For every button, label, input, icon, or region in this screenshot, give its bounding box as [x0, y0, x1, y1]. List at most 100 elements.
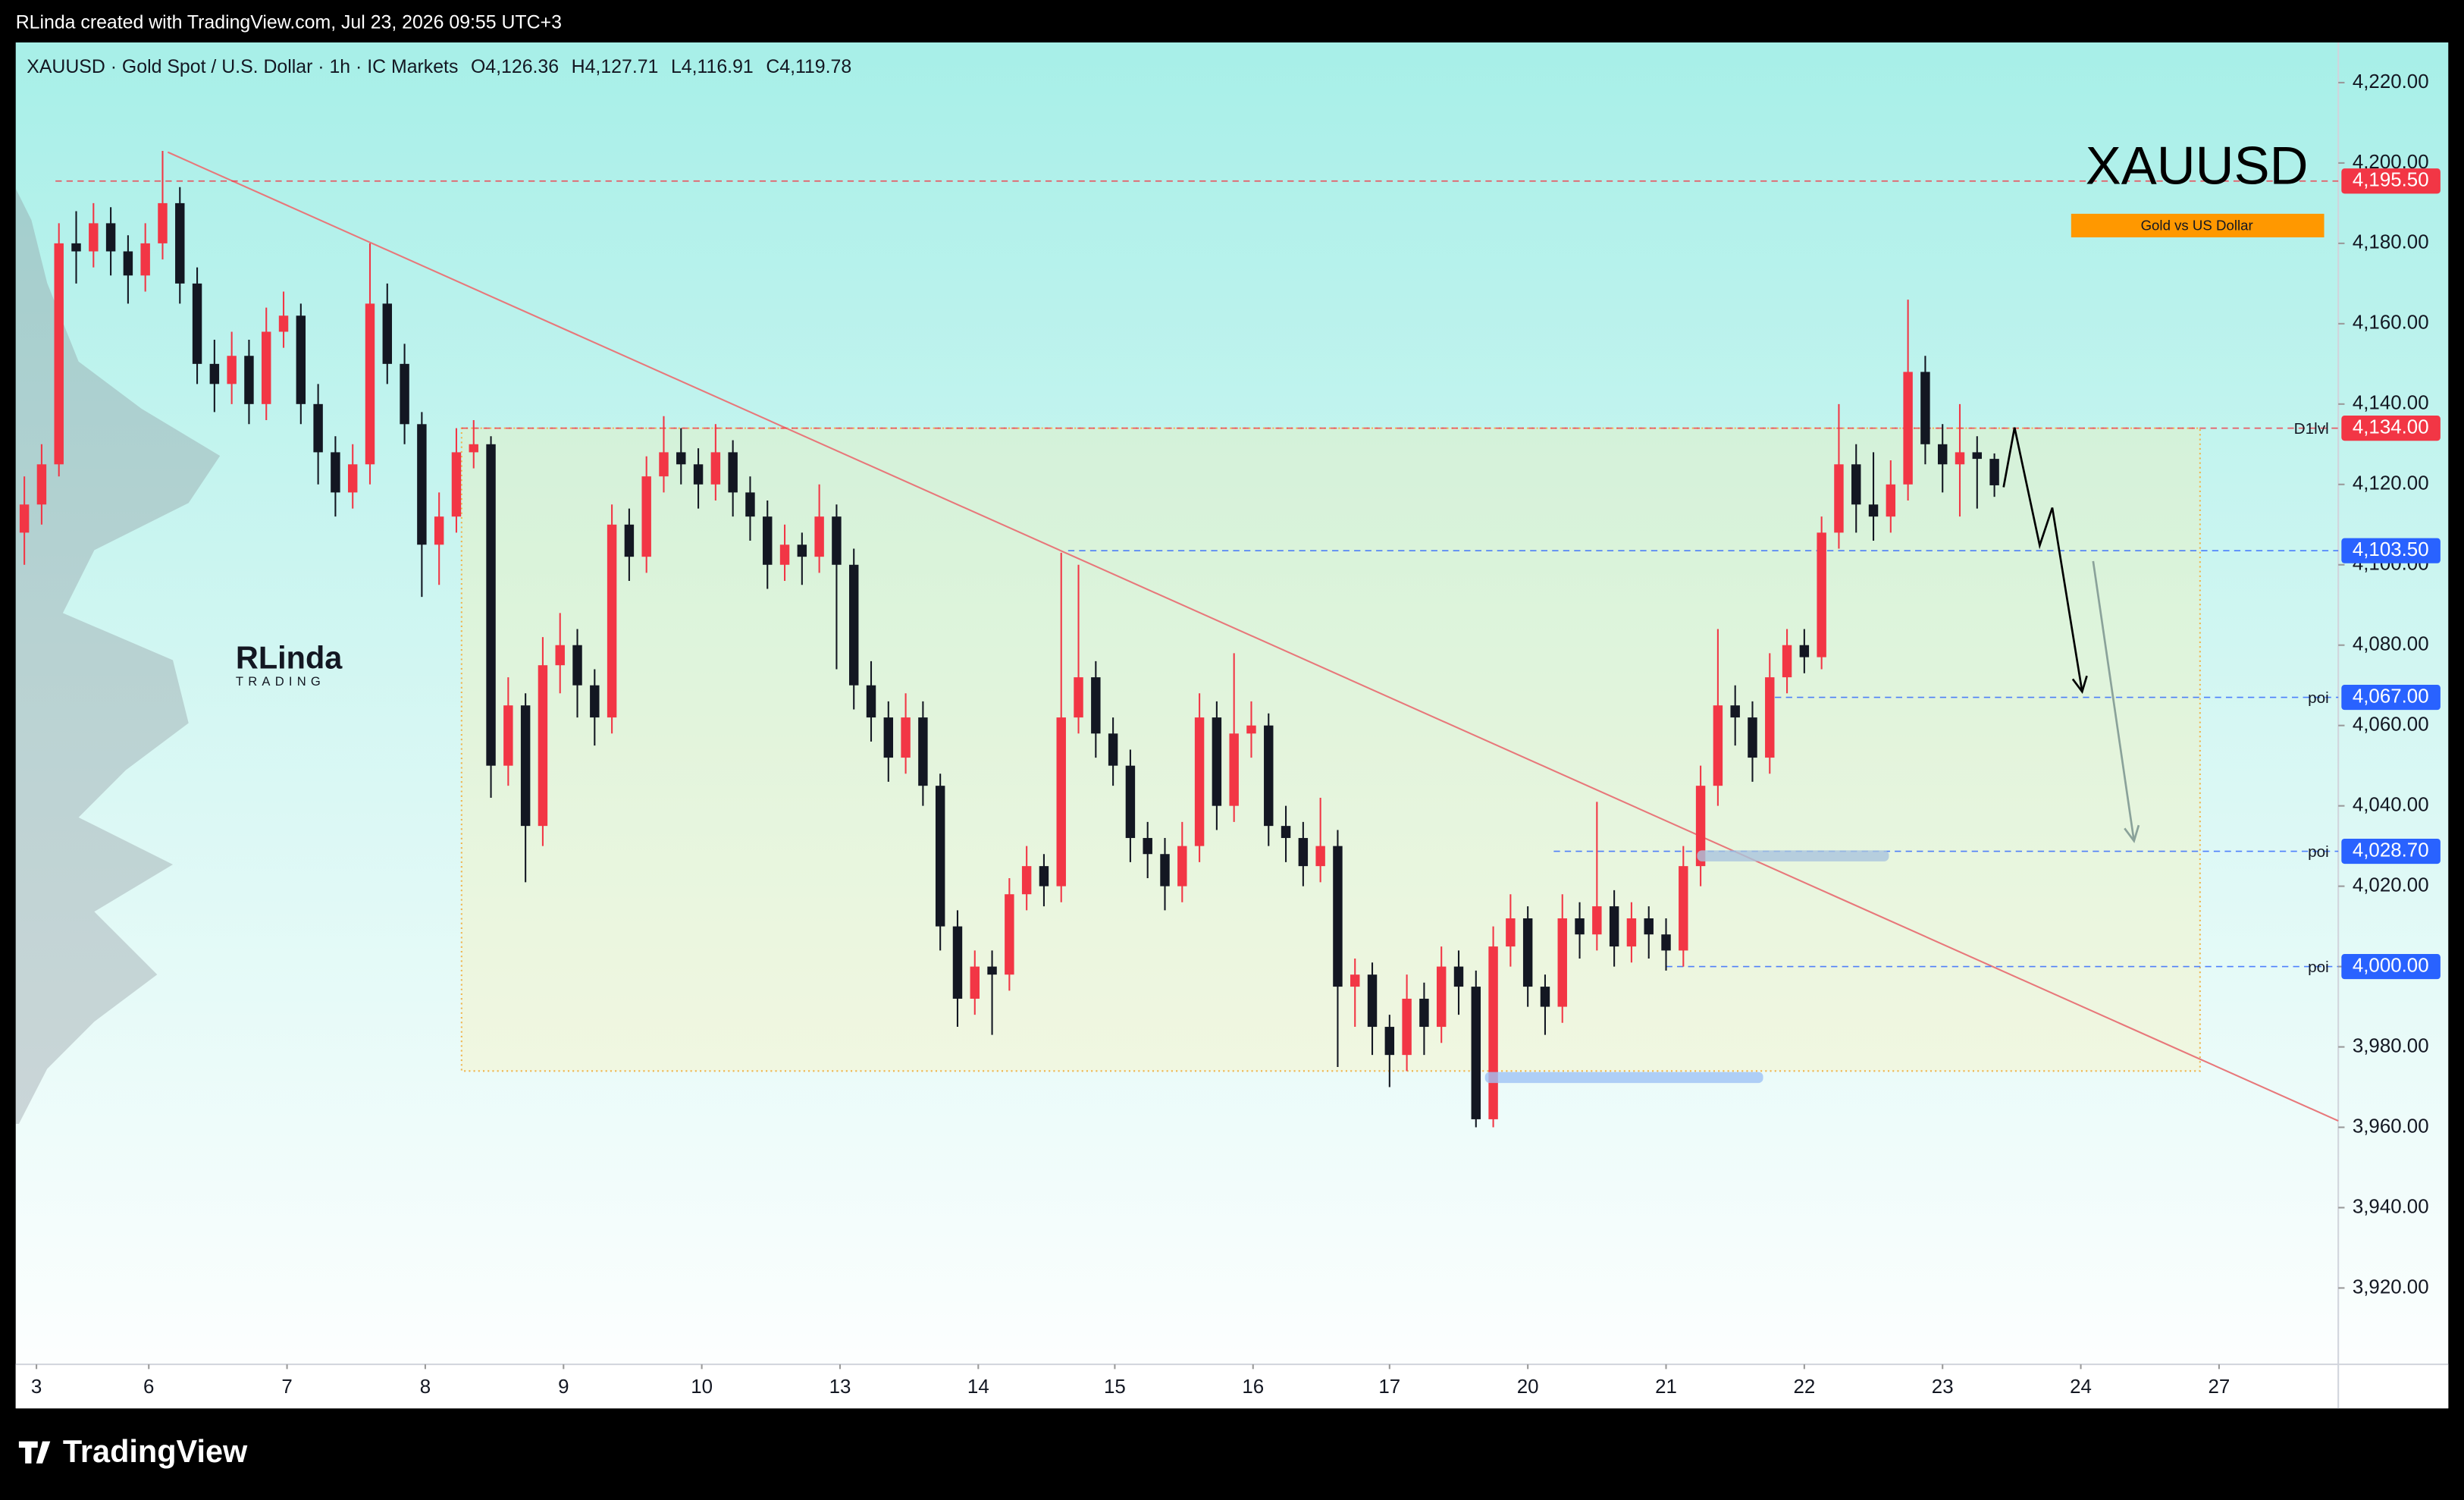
- projection-path: [2002, 427, 2083, 692]
- candle-body: [538, 665, 548, 827]
- x-tick-label: 24: [2070, 1376, 2092, 1398]
- candle-body: [987, 966, 997, 975]
- badge-title: XAUUSD: [2086, 135, 2309, 195]
- x-tick-label: 21: [1655, 1376, 1677, 1398]
- x-tick-label: 22: [1793, 1376, 1815, 1398]
- candle-body: [832, 516, 842, 565]
- candle-body: [1540, 987, 1550, 1007]
- x-tick-label: 13: [829, 1376, 851, 1398]
- x-tick-label: 14: [967, 1376, 989, 1398]
- symbol: XAUUSD · Gold Spot / U.S. Dollar · 1h · …: [27, 56, 458, 77]
- candle-body: [175, 202, 185, 284]
- candle-body: [1989, 459, 1999, 485]
- candle-body: [1384, 1027, 1395, 1056]
- range-zone: [460, 427, 2201, 1072]
- candle-body: [1506, 918, 1516, 947]
- candle-body: [763, 516, 773, 565]
- candle-body: [1661, 934, 1671, 951]
- logo-subtitle: TRADING: [236, 674, 325, 689]
- candle-body: [278, 315, 289, 332]
- candle-body: [1937, 444, 1948, 465]
- plot: 4,220.004,200.004,180.004,160.004,140.00…: [19, 71, 2440, 1398]
- candle-body: [641, 476, 651, 557]
- candle-body: [1281, 826, 1291, 839]
- candle-body: [123, 251, 133, 276]
- y-tick-label: 4,080.00: [2353, 634, 2429, 655]
- candle-body: [365, 303, 375, 465]
- candle-body: [331, 452, 340, 493]
- candle-body: [1419, 998, 1429, 1028]
- candle-body: [1298, 838, 1309, 867]
- candle-body: [347, 464, 358, 493]
- ohlc-high: H4,127.71: [572, 56, 659, 77]
- y-tick-label: 3,980.00: [2353, 1035, 2429, 1056]
- candle-body: [1522, 918, 1533, 987]
- candle-body: [779, 544, 790, 565]
- candle-body: [1817, 532, 1826, 657]
- candle-body: [1229, 733, 1239, 806]
- badge-subtitle: Gold vs US Dollar: [2141, 217, 2253, 233]
- candle-body: [417, 424, 427, 545]
- candle-body: [1782, 645, 1792, 678]
- candle-body: [451, 452, 462, 517]
- candle-body: [1367, 974, 1378, 1028]
- x-tick-label: 9: [558, 1376, 569, 1398]
- candle-body: [848, 564, 859, 686]
- projection-arrowhead: [2124, 824, 2140, 843]
- candle-body: [624, 524, 635, 557]
- candle-body: [883, 717, 894, 758]
- y-tick-label: 4,180.00: [2353, 232, 2429, 253]
- y-tick-label: 4,140.00: [2353, 393, 2429, 414]
- x-tick-label: 6: [143, 1376, 154, 1398]
- candle-body: [1143, 838, 1152, 855]
- footer-logo: TradingView: [63, 1433, 248, 1469]
- candle-body: [1868, 504, 1879, 517]
- level-price-box: [2341, 538, 2440, 563]
- candle-body: [158, 202, 168, 243]
- candle-body: [140, 243, 150, 276]
- candle-body: [728, 452, 738, 493]
- candle-body: [590, 685, 600, 718]
- candle-body: [1436, 966, 1447, 1028]
- candle-body: [970, 966, 980, 999]
- level-price-box: [2341, 168, 2440, 194]
- y-tick-label: 4,040.00: [2353, 794, 2429, 815]
- badge-box: [2071, 213, 2324, 237]
- time-axis-background: [15, 1364, 2449, 1409]
- candle-body: [1350, 974, 1360, 987]
- candle-body: [866, 685, 876, 718]
- candle-body: [1264, 725, 1274, 827]
- candle-body: [89, 223, 99, 252]
- y-tick-label: 4,160.00: [2353, 312, 2429, 334]
- candle-body: [486, 444, 496, 766]
- candle-body: [1471, 987, 1481, 1119]
- level-tag: poi: [2308, 959, 2329, 976]
- ohlc-open: O4,126.36: [471, 56, 559, 77]
- level-price-label: 4,000.00: [2353, 955, 2429, 976]
- footer-icon: [18, 1441, 51, 1464]
- y-tick-label: 4,220.00: [2353, 71, 2429, 93]
- candle-body: [676, 452, 686, 465]
- x-tick-label: 3: [31, 1376, 42, 1398]
- level-tag: poi: [2308, 843, 2329, 861]
- candle-body: [1972, 452, 1983, 460]
- projection-path: [2092, 560, 2136, 842]
- candle-body: [1056, 717, 1066, 887]
- liquidity-marker: [1697, 850, 1889, 861]
- candle-body: [1626, 918, 1637, 947]
- candle-body: [313, 403, 323, 453]
- candle-body: [1557, 918, 1567, 1007]
- y-tick-label: 4,020.00: [2353, 874, 2429, 896]
- candle-body: [659, 452, 669, 477]
- candle-body: [1609, 906, 1619, 947]
- candle-body: [935, 786, 945, 927]
- candle-body: [1644, 918, 1654, 935]
- candle-body: [1834, 464, 1844, 533]
- candle-body: [1799, 645, 1810, 657]
- candle-body: [1765, 677, 1775, 758]
- x-tick-label: 15: [1104, 1376, 1126, 1398]
- candle-body: [607, 524, 617, 718]
- candle-body: [918, 717, 928, 786]
- level-price-label: 4,028.70: [2353, 839, 2429, 861]
- candle-body: [469, 444, 478, 453]
